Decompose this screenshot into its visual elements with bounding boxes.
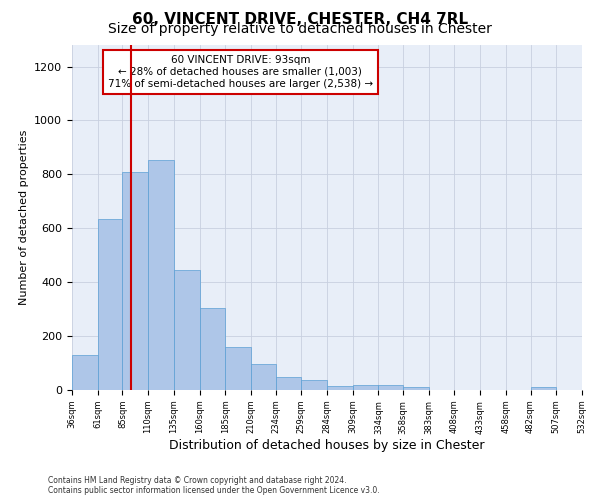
Bar (530, 388, 556, 390)
Bar (403, 388, 429, 390)
Bar (251, 364, 275, 390)
Bar (199, 308, 225, 390)
Text: 60 VINCENT DRIVE: 93sqm
← 28% of detached houses are smaller (1,003)
71% of semi: 60 VINCENT DRIVE: 93sqm ← 28% of detache… (108, 56, 373, 88)
Bar (301, 380, 327, 390)
Bar (122, 172, 148, 390)
Bar (174, 270, 199, 390)
X-axis label: Distribution of detached houses by size in Chester: Distribution of detached houses by size … (169, 440, 485, 452)
Bar (327, 386, 353, 390)
Bar (225, 347, 251, 390)
Y-axis label: Number of detached properties: Number of detached properties (19, 130, 29, 305)
Bar (148, 160, 174, 390)
Text: Size of property relative to detached houses in Chester: Size of property relative to detached ho… (108, 22, 492, 36)
Bar (275, 376, 301, 390)
Text: Contains HM Land Registry data © Crown copyright and database right 2024.
Contai: Contains HM Land Registry data © Crown c… (48, 476, 380, 495)
Text: 60, VINCENT DRIVE, CHESTER, CH4 7RL: 60, VINCENT DRIVE, CHESTER, CH4 7RL (132, 12, 468, 28)
Bar (98, 219, 122, 390)
Bar (379, 385, 403, 390)
Bar (72, 355, 98, 390)
Bar (353, 385, 379, 390)
